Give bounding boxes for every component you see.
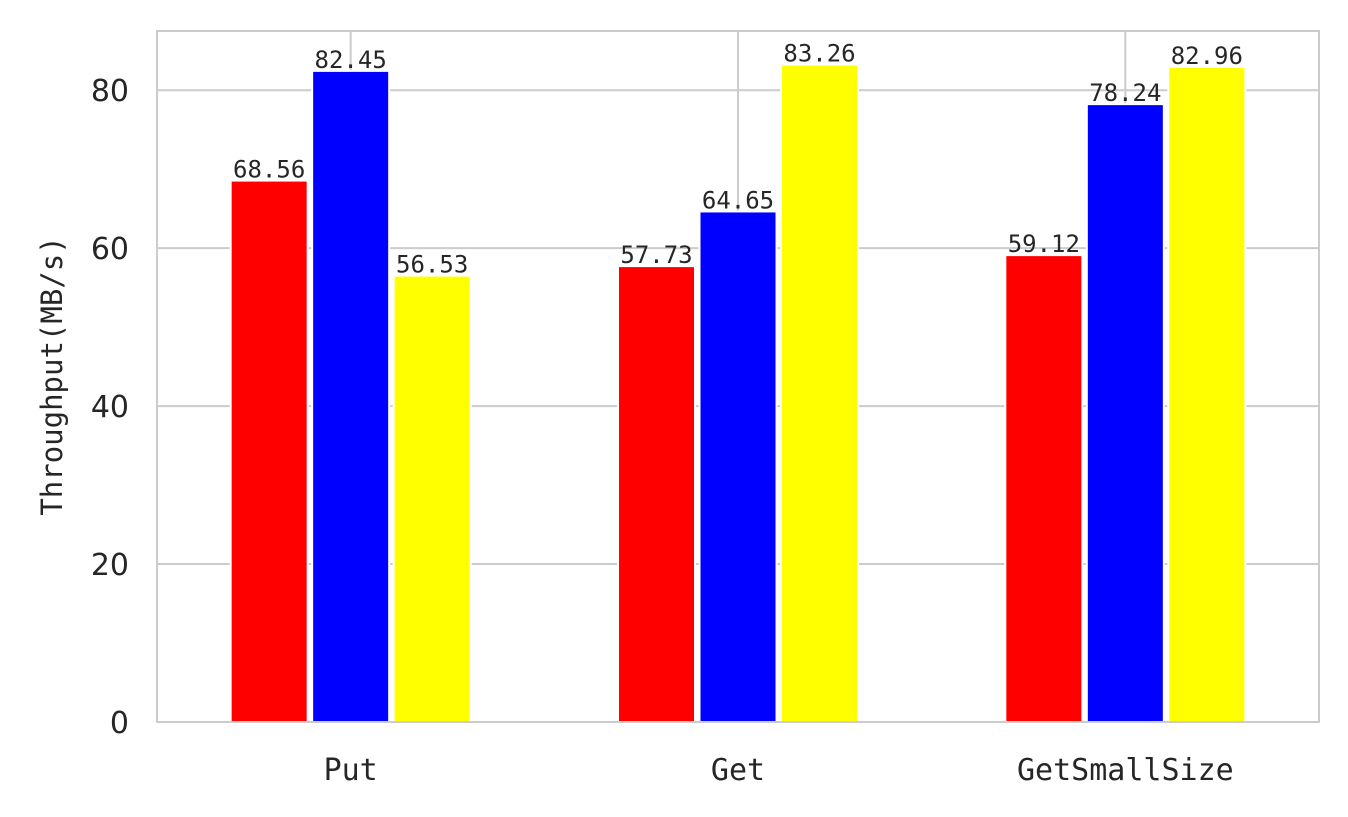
- bar: [698, 210, 778, 723]
- axis-ticks: 0 20 40 60 80 Put Get GetSmallSize: [91, 74, 1234, 788]
- bar: [1085, 103, 1165, 723]
- y-tick-label: 60: [91, 232, 129, 267]
- bar: [229, 179, 309, 723]
- bar-value-label: 56.53: [396, 251, 468, 279]
- bar-value-label: 57.73: [620, 241, 692, 269]
- data-labels: 68.56 82.45 56.53 57.73 64.65 83.26 59.12 78.24…: [233, 39, 1243, 278]
- bar-value-label: 82.45: [315, 46, 387, 74]
- bar: [311, 69, 391, 724]
- bar: [1004, 254, 1084, 723]
- plot-frame: [156, 30, 1320, 723]
- bar-value-label: 64.65: [702, 186, 774, 214]
- x-tick-label: GetSmallSize: [1017, 753, 1234, 788]
- bar-value-label: 82.96: [1171, 42, 1243, 70]
- y-tick-label: 40: [91, 390, 129, 425]
- y-tick-label: 80: [91, 74, 129, 109]
- bar-value-label: 68.56: [233, 156, 305, 184]
- bar: [392, 274, 472, 723]
- bar-value-label: 59.12: [1008, 230, 1080, 258]
- bar: [780, 63, 859, 723]
- bar-value-label: 83.26: [783, 39, 855, 67]
- y-tick-label: 0: [110, 706, 129, 741]
- y-tick-label: 20: [91, 548, 129, 583]
- x-tick-label: Get: [711, 753, 765, 788]
- bar-value-label: 78.24: [1089, 79, 1161, 107]
- x-tick-label: Put: [324, 753, 378, 788]
- bar: [1167, 65, 1247, 723]
- bar: [617, 265, 696, 723]
- y-axis-title: Throughput(MB/s): [35, 236, 69, 515]
